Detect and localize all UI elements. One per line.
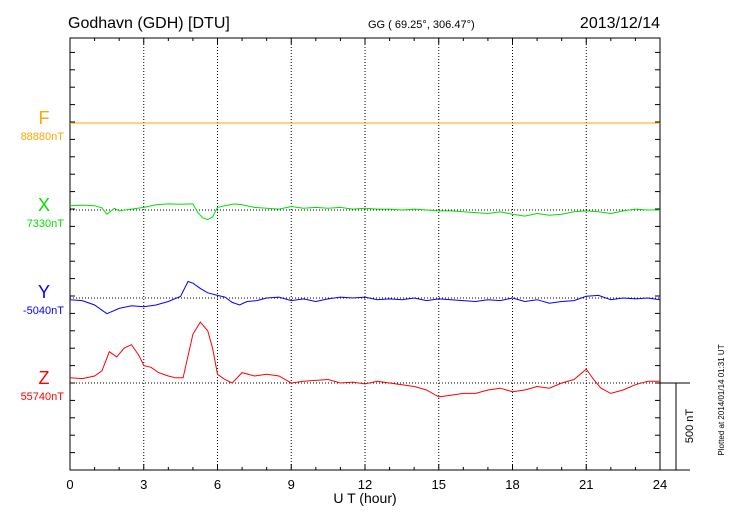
x-tick-label: 15 xyxy=(432,477,446,492)
plotted-note: Plotted at 2014/01/14 01:31 UT xyxy=(717,344,726,455)
series-labels: F 88880nT X 7330nT Y -5040nT Z 55740nT xyxy=(21,108,65,403)
series-line-z xyxy=(69,321,660,398)
station-title: Godhavn (GDH) [DTU] xyxy=(68,15,230,32)
x-tick-label: 0 xyxy=(66,477,73,492)
series-name-x: X xyxy=(38,195,50,215)
x-tick-label: 21 xyxy=(579,477,593,492)
series-group xyxy=(69,122,661,398)
x-tick-label: 6 xyxy=(214,477,221,492)
x-axis-title: U T (hour) xyxy=(333,490,396,506)
x-tick-label: 12 xyxy=(358,477,372,492)
series-name-f: F xyxy=(39,108,50,128)
x-tick-label: 9 xyxy=(288,477,295,492)
axis-ticks: 0 3 6 9 12 15 18 21 24 xyxy=(66,38,667,492)
date-label: 2013/12/14 xyxy=(580,15,660,32)
series-baseline-f: 88880nT xyxy=(21,131,65,143)
grid xyxy=(143,38,587,470)
series-name-y: Y xyxy=(38,282,50,302)
series-baseline-y: -5040nT xyxy=(23,305,64,317)
x-tick-label: 24 xyxy=(653,477,667,492)
coordinates-label: GG ( 69.25°, 306.47°) xyxy=(368,19,475,31)
x-tick-label: 3 xyxy=(140,477,147,492)
series-name-z: Z xyxy=(39,368,50,388)
series-baseline-x: 7330nT xyxy=(27,218,65,230)
x-tick-label: 18 xyxy=(505,477,519,492)
scale-bar-label: 500 nT xyxy=(684,409,696,444)
scale-bar: 500 nT xyxy=(660,382,696,471)
series-line-y xyxy=(69,280,661,315)
series-baseline-z: 55740nT xyxy=(21,391,65,403)
series-line-x xyxy=(69,203,660,221)
